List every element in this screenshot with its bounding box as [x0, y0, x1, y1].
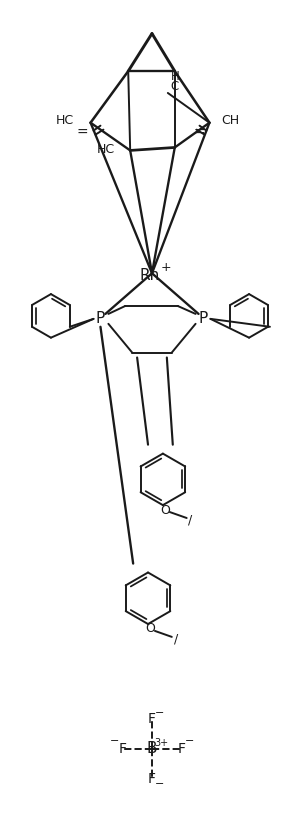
Text: =: =	[77, 126, 88, 140]
Text: B: B	[147, 741, 157, 756]
Text: O: O	[145, 622, 155, 635]
Text: /: /	[188, 514, 193, 526]
Text: F: F	[148, 772, 156, 786]
Text: C: C	[171, 80, 179, 93]
Text: 3+: 3+	[154, 738, 168, 748]
Text: −: −	[155, 778, 165, 788]
Text: HC: HC	[56, 114, 74, 127]
Text: H: H	[170, 70, 179, 83]
Text: +: +	[160, 261, 171, 274]
Text: −: −	[185, 736, 194, 746]
Text: F: F	[178, 741, 186, 756]
Text: P: P	[96, 312, 105, 326]
Text: −: −	[110, 736, 119, 746]
Text: O: O	[160, 504, 170, 516]
Text: /: /	[174, 632, 178, 645]
Text: F: F	[118, 741, 126, 756]
Text: P: P	[199, 312, 208, 326]
Text: =: =	[194, 126, 205, 140]
Text: −: −	[155, 709, 165, 718]
Text: Rh: Rh	[140, 268, 160, 283]
Text: HC: HC	[97, 143, 115, 156]
Text: CH: CH	[221, 114, 239, 127]
Text: F: F	[148, 712, 156, 726]
